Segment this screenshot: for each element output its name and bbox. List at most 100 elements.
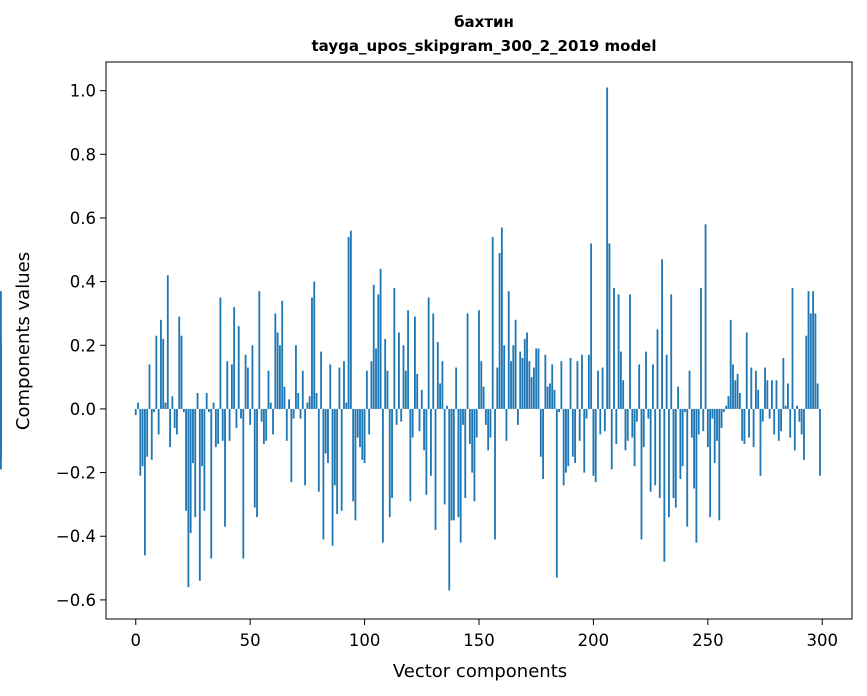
bar-undefined: [0, 291, 2, 409]
bar-127: [425, 408, 428, 495]
bar-118: [404, 370, 407, 409]
bar-199: [590, 243, 593, 409]
bar-124: [418, 408, 421, 432]
bar-239: [681, 408, 684, 467]
bar-102: [368, 408, 371, 435]
y-tick-label: −0.2: [56, 464, 96, 483]
bar-244: [693, 408, 696, 489]
bar-262: [734, 380, 737, 409]
bar-268: [748, 408, 750, 438]
bar-254: [716, 408, 718, 441]
y-tick-label: −0.6: [56, 591, 96, 610]
bars-group: [0, 87, 821, 591]
bar-86: [331, 408, 334, 546]
bar-25: [192, 408, 194, 464]
bar-91: [343, 361, 345, 409]
bar-47: [242, 408, 245, 559]
bar-171: [526, 332, 528, 409]
bar-22: [185, 408, 188, 511]
x-axis-label: Vector components: [393, 661, 567, 682]
bar-85: [329, 364, 332, 409]
bar-34: [212, 402, 215, 409]
bar-188: [565, 408, 567, 473]
bar-106: [377, 294, 380, 409]
bar-180: [546, 386, 549, 409]
bar-246: [697, 408, 700, 435]
bar-158: [496, 367, 499, 409]
bar-176: [537, 348, 540, 409]
bar-252: [711, 408, 714, 419]
bar-66: [285, 408, 288, 441]
bar-251: [709, 408, 712, 518]
y-tick-label: −0.4: [56, 527, 96, 546]
bar-291: [800, 408, 803, 435]
bar-247: [700, 287, 702, 409]
bar-36: [217, 408, 220, 444]
bar-21: [182, 408, 185, 413]
chart-title-line-2: tayga_upos_skipgram_300_2_2019 model: [312, 37, 657, 55]
bar-55: [260, 408, 263, 422]
bar-219: [635, 408, 638, 422]
y-tick-label: 0.6: [70, 209, 96, 228]
bar-288: [793, 408, 796, 451]
bar-243: [690, 408, 693, 438]
bar-164: [510, 361, 512, 409]
bar-228: [656, 329, 659, 409]
bar-203: [599, 408, 602, 435]
bar-272: [757, 389, 760, 409]
bar-4: [143, 408, 146, 556]
bar-40: [226, 361, 229, 409]
bar-132: [436, 342, 439, 409]
bar-100: [363, 408, 366, 464]
bar-229: [658, 408, 661, 499]
bar-43: [233, 307, 236, 409]
bar-255: [718, 408, 721, 521]
bar-13: [164, 402, 167, 409]
bar-285: [787, 383, 789, 409]
bar-95: [352, 408, 355, 502]
bar-81: [320, 351, 323, 409]
bar-213: [622, 380, 625, 409]
bar-181: [549, 383, 551, 409]
bar-296: [812, 291, 815, 409]
bar-70: [295, 345, 297, 409]
bar-196: [583, 408, 586, 473]
bar-73: [301, 370, 304, 409]
bar-216: [629, 294, 631, 409]
bar-144: [464, 408, 467, 499]
x-tick-label: 250: [692, 631, 724, 650]
bar-29: [201, 408, 204, 467]
x-tick-label: 50: [240, 631, 261, 650]
bar-undefined: [0, 408, 2, 460]
bar-201: [594, 408, 597, 483]
bar-193: [576, 361, 579, 409]
bar-141: [457, 408, 460, 518]
bar-42: [230, 364, 233, 409]
y-tick-label: 0.2: [70, 336, 96, 355]
bar-260: [729, 319, 732, 409]
bar-204: [601, 367, 604, 409]
bar-6: [148, 364, 151, 409]
bar-245: [695, 408, 698, 543]
bar-104: [372, 284, 375, 409]
bar-241: [686, 408, 689, 527]
x-tick-label: 100: [349, 631, 381, 650]
bar-37: [219, 297, 222, 409]
bar-80: [317, 408, 320, 492]
bar-117: [402, 345, 405, 409]
bar-69: [292, 408, 295, 419]
bar-45: [237, 326, 240, 409]
bar-131: [434, 408, 437, 530]
y-axis-label: Components values: [13, 252, 34, 430]
bar-183: [553, 389, 556, 409]
bar-63: [279, 345, 281, 409]
bar-65: [283, 386, 286, 409]
bar-232: [665, 354, 668, 409]
bar-205: [603, 408, 606, 432]
bar-186: [560, 361, 563, 409]
bar-233: [668, 408, 670, 518]
bar-116: [400, 408, 403, 422]
bar-263: [736, 373, 739, 409]
bar-94: [349, 230, 352, 409]
